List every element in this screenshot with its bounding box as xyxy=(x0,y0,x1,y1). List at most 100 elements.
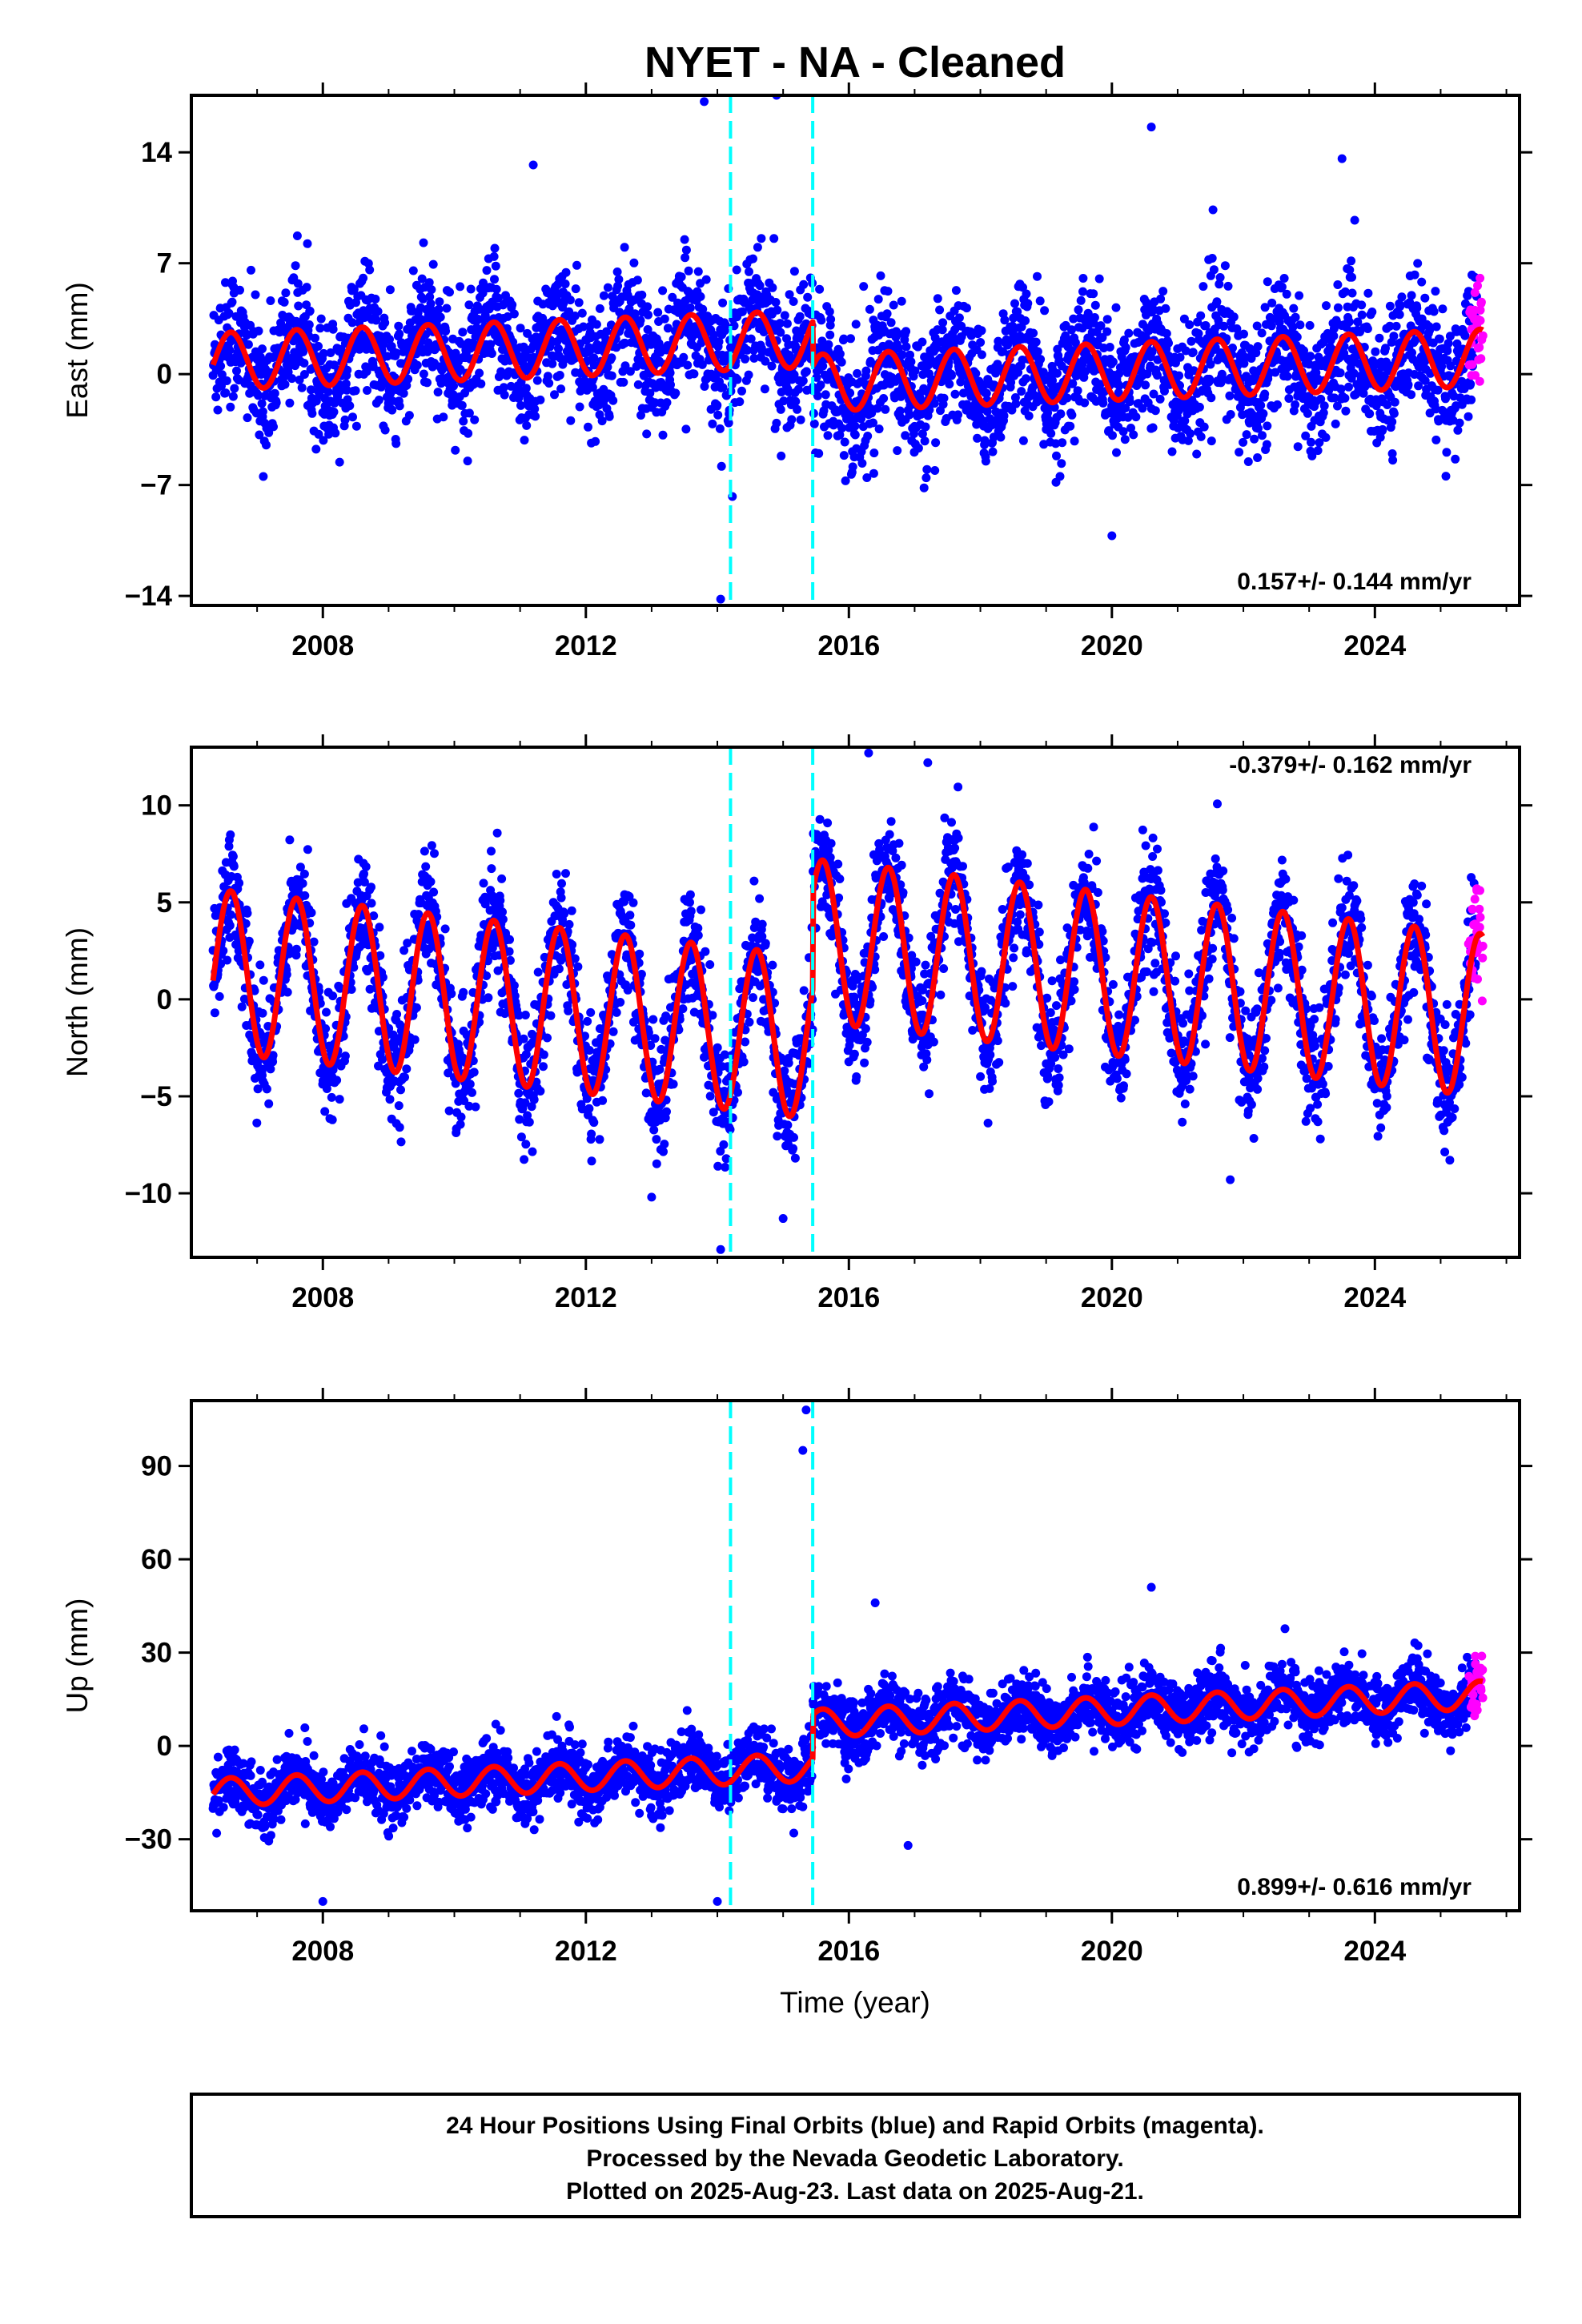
data-point xyxy=(886,318,896,328)
data-point xyxy=(625,911,635,920)
data-point xyxy=(1284,394,1294,403)
data-point xyxy=(994,336,1003,346)
data-point xyxy=(285,398,295,408)
data-point xyxy=(292,231,302,240)
data-point xyxy=(1242,430,1251,440)
data-point xyxy=(678,1004,688,1014)
x-tick-label: 2008 xyxy=(291,1282,354,1313)
data-point xyxy=(447,989,456,999)
data-point xyxy=(436,312,445,322)
data-point xyxy=(895,406,905,416)
data-point xyxy=(1098,398,1108,408)
data-point xyxy=(1257,328,1267,338)
data-point xyxy=(1443,339,1453,348)
data-point xyxy=(441,327,451,336)
data-point xyxy=(1350,215,1359,225)
data-point xyxy=(815,284,825,294)
data-point xyxy=(1164,339,1173,348)
data-point xyxy=(1335,368,1345,378)
data-point xyxy=(1186,429,1195,438)
data-point xyxy=(475,304,484,314)
data-point xyxy=(658,430,668,440)
data-point xyxy=(713,410,723,420)
data-point xyxy=(816,380,825,390)
data-point xyxy=(445,287,454,297)
data-point xyxy=(623,985,632,995)
data-point xyxy=(801,367,811,376)
data-point xyxy=(385,285,395,295)
data-point xyxy=(1199,422,1209,432)
data-point xyxy=(950,389,960,399)
data-point xyxy=(1179,314,1189,324)
data-point xyxy=(1403,380,1413,389)
data-point xyxy=(297,383,307,392)
data-point xyxy=(862,473,872,482)
data-point xyxy=(1410,270,1419,279)
data-point xyxy=(938,325,947,335)
data-point xyxy=(1365,409,1375,419)
x-tick-label: 2020 xyxy=(1081,1282,1143,1313)
data-point xyxy=(321,1024,331,1033)
data-point xyxy=(557,879,566,888)
data-point xyxy=(392,1010,402,1019)
data-point xyxy=(846,334,855,344)
data-point xyxy=(1105,343,1114,352)
data-point xyxy=(371,316,381,325)
data-point xyxy=(595,304,604,313)
data-point xyxy=(931,438,941,448)
data-point xyxy=(636,316,645,325)
data-point xyxy=(584,422,592,432)
data-point xyxy=(962,400,972,409)
data-point xyxy=(327,1115,337,1124)
data-point xyxy=(1306,352,1315,361)
data-point xyxy=(375,951,385,960)
data-point xyxy=(744,370,753,380)
data-point xyxy=(335,457,344,467)
data-point xyxy=(1108,357,1118,367)
data-point xyxy=(369,911,379,921)
data-point xyxy=(516,400,525,410)
data-point xyxy=(612,267,622,276)
data-point xyxy=(543,1033,552,1043)
data-point xyxy=(1385,321,1395,331)
data-point xyxy=(933,294,942,304)
data-point xyxy=(255,430,264,440)
data-point xyxy=(1333,303,1343,312)
data-point xyxy=(309,937,319,947)
data-point xyxy=(328,991,338,1001)
data-point xyxy=(521,384,531,393)
data-point xyxy=(608,396,618,405)
data-point xyxy=(637,290,647,300)
data-point xyxy=(319,348,328,358)
data-point xyxy=(451,445,460,455)
data-point xyxy=(362,367,371,376)
data-point xyxy=(851,320,861,329)
data-point xyxy=(1267,298,1277,308)
data-point xyxy=(1153,371,1162,380)
data-point xyxy=(1466,380,1476,389)
data-point xyxy=(913,444,923,453)
data-point xyxy=(242,331,251,340)
data-point xyxy=(1381,344,1390,353)
data-point xyxy=(1162,329,1171,338)
data-point xyxy=(428,259,438,269)
data-point xyxy=(1033,271,1042,281)
data-point xyxy=(1431,435,1441,444)
data-point xyxy=(636,970,646,979)
data-point xyxy=(1022,289,1031,299)
data-point xyxy=(254,391,263,400)
data-point xyxy=(1078,274,1088,283)
data-point xyxy=(1464,412,1473,421)
data-point xyxy=(303,239,312,248)
rapid-point xyxy=(1478,331,1488,340)
data-point xyxy=(589,360,599,370)
x-tick-label: 2024 xyxy=(1343,630,1406,661)
data-point xyxy=(650,1034,660,1043)
data-point xyxy=(482,971,492,980)
data-point xyxy=(262,1084,271,1094)
data-point xyxy=(837,357,846,367)
data-point xyxy=(823,431,833,440)
data-point xyxy=(351,421,361,431)
data-point xyxy=(1201,321,1211,330)
data-point xyxy=(216,959,226,969)
